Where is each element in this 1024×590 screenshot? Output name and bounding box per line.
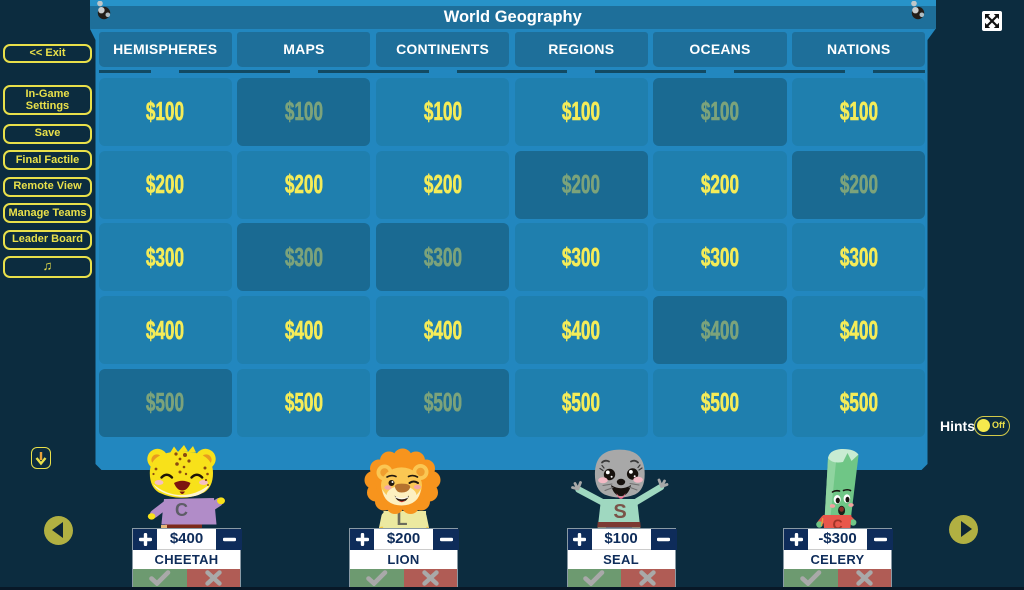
svg-text:L: L [397,509,408,529]
svg-text:S: S [613,501,626,523]
svg-text:C: C [175,500,188,520]
svg-text:C: C [832,516,842,532]
